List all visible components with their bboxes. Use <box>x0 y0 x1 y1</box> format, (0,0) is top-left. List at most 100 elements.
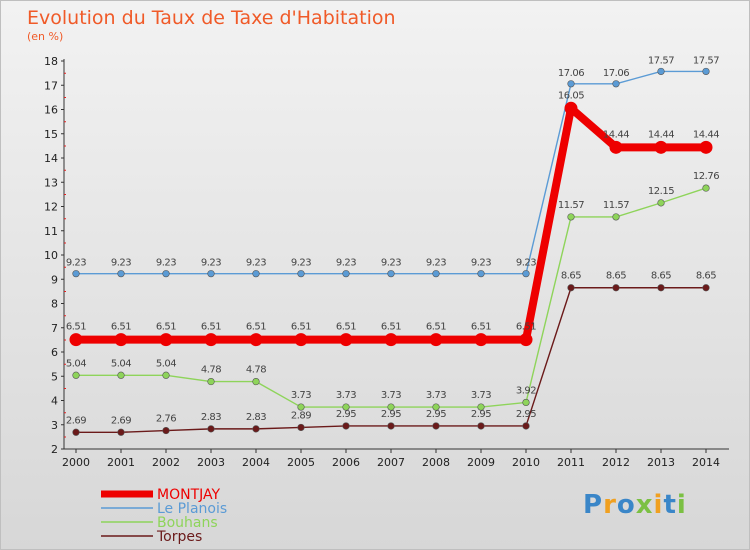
x-tick-label: 2006 <box>332 456 360 469</box>
data-label-bouhans: 3.73 <box>336 390 356 401</box>
data-label-bouhans: 5.04 <box>156 358 176 369</box>
data-label-le-planois: 9.23 <box>111 258 131 269</box>
data-point-bouhans <box>387 403 395 411</box>
data-point-montjay <box>474 333 488 347</box>
data-label-le-planois: 9.23 <box>201 258 221 269</box>
data-point-torpes <box>72 428 80 436</box>
y-tick-label: 14 <box>44 152 58 165</box>
y-tick-label: 2 <box>51 443 58 456</box>
data-point-le-planois <box>297 270 305 278</box>
data-point-le-planois <box>117 270 125 278</box>
data-point-torpes <box>297 423 305 432</box>
data-point-montjay <box>654 140 668 154</box>
data-label-montjay: 6.51 <box>516 322 536 333</box>
y-tick-label: 18 <box>44 55 58 68</box>
data-point-montjay <box>429 333 443 347</box>
y-tick-label: 15 <box>44 128 58 141</box>
data-label-montjay: 6.51 <box>156 322 176 333</box>
data-label-le-planois: 9.23 <box>291 258 311 269</box>
data-label-le-planois: 9.23 <box>381 258 401 269</box>
data-label-le-planois: 9.23 <box>516 258 536 269</box>
x-tick-label: 2008 <box>422 456 450 469</box>
data-label-montjay: 6.51 <box>246 322 266 333</box>
data-point-bouhans <box>702 184 710 192</box>
legend-label-bouhans: Bouhans <box>157 515 218 531</box>
data-label-bouhans: 12.15 <box>648 186 674 197</box>
data-label-le-planois: 17.06 <box>603 68 629 79</box>
data-label-bouhans: 12.76 <box>693 171 719 182</box>
data-label-le-planois: 9.23 <box>246 258 266 269</box>
y-tick-label: 13 <box>44 176 58 189</box>
data-point-bouhans <box>522 398 530 407</box>
legend-label-le-planois: Le Planois <box>157 501 227 517</box>
data-label-torpes: 2.83 <box>201 412 221 423</box>
data-point-le-planois <box>342 270 350 278</box>
data-point-bouhans <box>657 199 665 207</box>
y-tick-label: 6 <box>51 346 58 359</box>
data-point-bouhans <box>297 403 305 411</box>
data-label-le-planois: 9.23 <box>426 258 446 269</box>
x-tick-label: 2011 <box>557 456 585 469</box>
data-point-bouhans <box>72 371 80 379</box>
legend-label-torpes: Torpes <box>156 529 202 545</box>
x-tick-label: 2013 <box>647 456 675 469</box>
data-point-montjay <box>339 333 353 347</box>
data-label-torpes: 2.69 <box>66 415 86 426</box>
data-point-torpes <box>522 422 530 430</box>
data-label-le-planois: 9.23 <box>156 258 176 269</box>
data-label-torpes: 2.76 <box>156 414 176 425</box>
data-point-le-planois <box>207 270 215 278</box>
data-point-torpes <box>117 428 125 436</box>
data-point-torpes <box>657 284 665 292</box>
y-tick-label: 4 <box>51 395 58 408</box>
data-point-montjay <box>249 333 263 347</box>
data-point-le-planois <box>657 67 665 76</box>
data-label-bouhans: 3.73 <box>471 390 491 401</box>
data-point-le-planois <box>522 270 530 278</box>
data-label-le-planois: 17.57 <box>693 55 719 66</box>
data-point-bouhans <box>162 371 170 379</box>
data-label-bouhans: 11.57 <box>603 200 629 211</box>
data-label-le-planois: 9.23 <box>66 258 86 269</box>
data-point-le-planois <box>252 270 260 278</box>
y-tick-label: 16 <box>44 104 58 117</box>
data-label-montjay: 6.51 <box>336 322 356 333</box>
data-point-le-planois <box>432 270 440 278</box>
data-label-torpes: 2.95 <box>381 409 401 420</box>
data-point-le-planois <box>567 80 575 88</box>
data-point-bouhans <box>252 377 260 386</box>
data-point-bouhans <box>612 213 620 221</box>
data-label-montjay: 14.44 <box>603 129 629 140</box>
x-tick-label: 2009 <box>467 456 495 469</box>
data-point-le-planois <box>387 270 395 278</box>
data-point-montjay <box>564 101 578 115</box>
data-label-torpes: 2.95 <box>471 409 491 420</box>
y-tick-label: 11 <box>44 225 58 238</box>
data-label-torpes: 2.83 <box>246 412 266 423</box>
x-tick-label: 2014 <box>692 456 720 469</box>
data-point-bouhans <box>477 403 485 411</box>
data-label-torpes: 8.65 <box>651 271 671 282</box>
data-label-montjay: 6.51 <box>111 322 131 333</box>
series-line-bouhans <box>76 187 707 408</box>
data-point-montjay <box>699 140 713 154</box>
data-label-torpes: 2.95 <box>516 409 536 420</box>
data-point-torpes <box>207 425 215 433</box>
data-label-bouhans: 3.73 <box>381 390 401 401</box>
data-label-torpes: 2.69 <box>111 415 131 426</box>
data-point-torpes <box>162 426 170 435</box>
data-label-bouhans: 3.92 <box>516 385 536 396</box>
data-point-torpes <box>477 422 485 430</box>
data-label-le-planois: 9.23 <box>471 258 491 269</box>
data-point-torpes <box>702 284 710 292</box>
data-point-le-planois <box>72 270 80 278</box>
x-tick-label: 2005 <box>287 456 315 469</box>
data-point-bouhans <box>207 377 215 386</box>
y-tick-label: 3 <box>51 419 58 432</box>
data-label-bouhans: 5.04 <box>66 358 86 369</box>
data-point-bouhans <box>432 403 440 411</box>
data-point-torpes <box>252 425 260 433</box>
data-label-torpes: 8.65 <box>606 271 626 282</box>
data-label-le-planois: 9.23 <box>336 258 356 269</box>
